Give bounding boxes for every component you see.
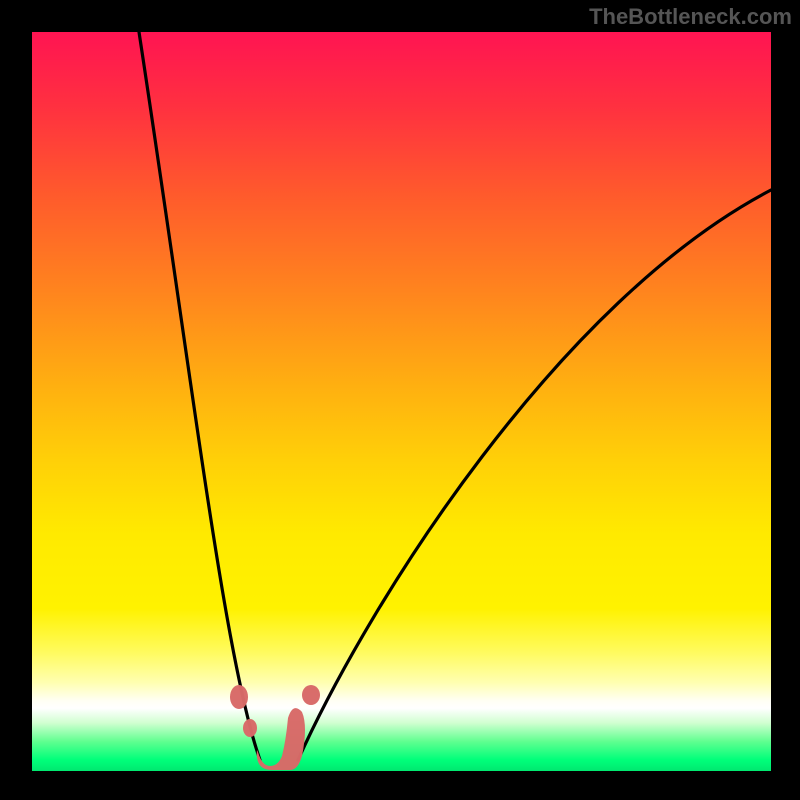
- marker-dot: [302, 685, 320, 705]
- chart-container: TheBottleneck.com: [0, 0, 800, 800]
- marker-dot: [243, 719, 257, 737]
- bottleneck-chart: [0, 0, 800, 800]
- marker-dot: [230, 685, 248, 709]
- plot-background-gradient: [32, 32, 771, 771]
- watermark-text: TheBottleneck.com: [589, 4, 792, 30]
